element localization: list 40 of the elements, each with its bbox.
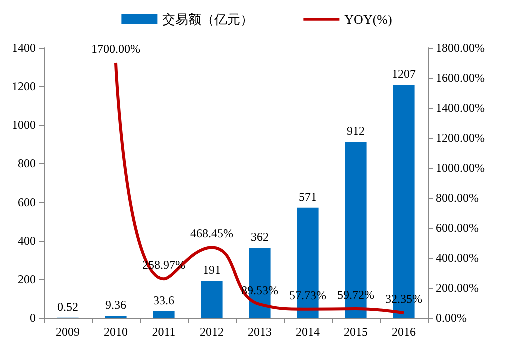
data-label: 912: [347, 124, 365, 138]
y2-tick-label: 1000.00%: [436, 161, 485, 175]
x-tick-label: 2012: [200, 325, 224, 339]
y-tick-label: 600: [18, 195, 36, 210]
y-tick-label: 1200: [12, 80, 36, 94]
data-label: 33.6: [154, 294, 174, 308]
y2-tick-label: 1600.00%: [436, 71, 485, 85]
data-label: 468.45%: [190, 226, 234, 241]
bar: [201, 281, 223, 318]
x-tick-label: 2014: [296, 325, 320, 339]
y2-tick-label: 200.00%: [436, 281, 479, 295]
y2-tick-label: 1200.00%: [436, 131, 485, 145]
x-tick-label: 2010: [104, 325, 128, 339]
y-tick-label: 800: [18, 156, 36, 171]
y-tick-label: 200: [18, 272, 36, 286]
x-tick-label: 2015: [344, 325, 368, 339]
data-label: 191: [203, 263, 221, 278]
y-tick-label: 400: [18, 234, 36, 248]
y-tick-label: 1000: [12, 118, 36, 132]
legend-label: YOY(%): [344, 12, 392, 27]
y2-tick-label: 0.00%: [436, 311, 467, 325]
data-label: 1207: [392, 67, 416, 82]
x-tick-label: 2013: [248, 325, 272, 339]
y2-tick-label: 400.00%: [436, 251, 479, 265]
data-label: 9.36: [106, 298, 126, 312]
y2-tick-label: 800.00%: [436, 191, 479, 205]
y-tick-label: 1400: [12, 41, 36, 55]
y2-tick-label: 600.00%: [436, 221, 479, 235]
legend-label: 交易额（亿元）: [162, 12, 254, 27]
data-label: 1700.00%: [92, 42, 140, 56]
y2-tick-label: 1400.00%: [436, 101, 485, 115]
data-label: 0.52: [58, 300, 78, 314]
x-tick-label: 2009: [56, 325, 80, 339]
data-label: 571: [299, 190, 317, 204]
y-tick-label: 0: [30, 311, 36, 325]
x-tick-label: 2011: [152, 325, 176, 339]
bar: [153, 312, 175, 318]
data-label: 362: [251, 230, 269, 244]
x-tick-label: 2016: [392, 325, 416, 339]
y2-tick-label: 1800.00%: [436, 41, 485, 55]
